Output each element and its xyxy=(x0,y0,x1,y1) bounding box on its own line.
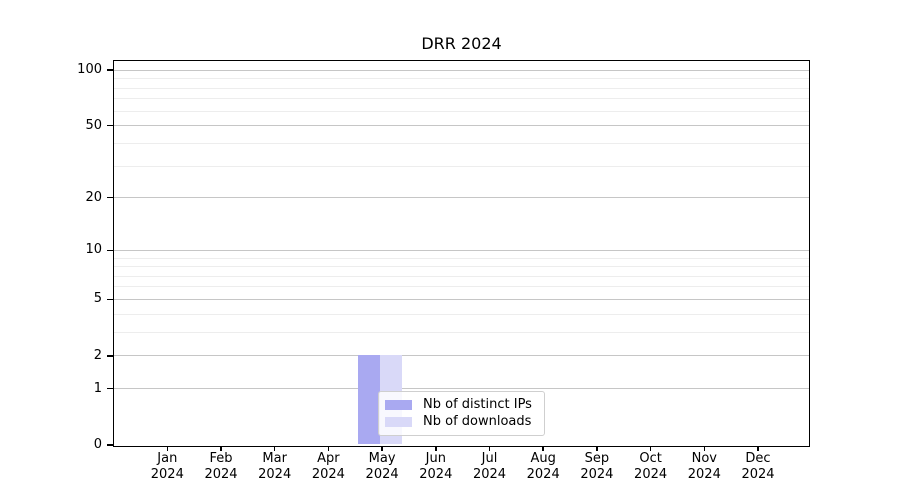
y-tick xyxy=(107,298,113,301)
y-gridline-minor xyxy=(114,257,809,259)
y-tick-label: 100 xyxy=(77,62,102,78)
y-gridline xyxy=(114,298,809,300)
x-tick xyxy=(381,446,383,451)
x-tick-label: Apr 2024 xyxy=(311,451,345,482)
x-tick-label: Feb 2024 xyxy=(204,451,238,482)
x-tick xyxy=(488,446,491,451)
legend-label-distinct-ips: Nb of distinct IPs xyxy=(423,396,532,412)
x-tick-label: Dec 2024 xyxy=(741,451,775,482)
bar-nb-of-distinct-ips xyxy=(358,355,381,445)
y-tick-label: 0 xyxy=(93,437,102,452)
y-tick xyxy=(107,196,113,199)
x-tick xyxy=(703,446,706,451)
y-tick xyxy=(107,387,113,390)
y-gridline xyxy=(114,388,809,390)
y-tick xyxy=(107,69,113,71)
x-tick-label: Nov 2024 xyxy=(687,451,721,482)
x-tick xyxy=(596,446,598,451)
x-tick-label: Mar 2024 xyxy=(258,451,292,482)
y-gridline-minor xyxy=(114,331,809,333)
x-tick xyxy=(273,446,276,451)
legend-label-downloads: Nb of downloads xyxy=(423,414,532,430)
y-tick xyxy=(107,124,113,127)
x-tick xyxy=(435,446,437,451)
y-gridline xyxy=(114,125,809,127)
plot-area xyxy=(113,60,810,447)
legend-item-downloads: Nb of downloads xyxy=(385,414,536,430)
y-gridline-minor xyxy=(114,286,809,288)
y-tick-label: 50 xyxy=(85,117,102,133)
y-gridline-minor xyxy=(114,110,809,112)
x-tick xyxy=(220,446,222,451)
y-tick-label: 20 xyxy=(85,189,102,205)
y-gridline xyxy=(114,249,809,251)
y-gridline-minor xyxy=(114,87,809,89)
y-tick xyxy=(107,444,113,446)
y-gridline-minor xyxy=(114,313,809,315)
x-tick-label: Jun 2024 xyxy=(419,451,453,482)
chart-title: DRR 2024 xyxy=(421,34,502,53)
x-tick-label: Aug 2024 xyxy=(526,451,560,482)
x-tick xyxy=(649,446,652,451)
y-gridline xyxy=(114,69,809,71)
x-tick xyxy=(327,446,330,451)
y-gridline-minor xyxy=(114,266,809,268)
x-tick-label: Jan 2024 xyxy=(150,451,184,482)
y-gridline-minor xyxy=(114,142,809,144)
x-tick xyxy=(757,446,759,451)
legend-swatch-downloads xyxy=(385,417,412,428)
y-gridline-minor xyxy=(114,78,809,80)
x-tick-label: May 2024 xyxy=(365,451,399,482)
y-tick-label: 1 xyxy=(93,380,102,396)
y-gridline-minor xyxy=(114,165,809,167)
y-tick-label: 10 xyxy=(85,242,102,258)
y-gridline-minor xyxy=(114,275,809,277)
y-tick-label: 2 xyxy=(93,347,102,363)
legend: Nb of distinct IPs Nb of downloads xyxy=(378,391,545,436)
x-tick-label: Jul 2024 xyxy=(472,451,507,482)
y-tick xyxy=(107,249,113,251)
x-tick xyxy=(542,446,544,451)
y-gridline xyxy=(114,355,809,357)
legend-item-distinct-ips: Nb of distinct IPs xyxy=(385,397,536,413)
x-tick xyxy=(166,446,169,451)
x-tick-label: Oct 2024 xyxy=(634,451,668,482)
y-gridline-minor xyxy=(114,98,809,100)
y-gridline xyxy=(114,197,809,199)
x-tick-label: Sep 2024 xyxy=(580,451,614,482)
legend-swatch-distinct-ips xyxy=(385,399,412,410)
y-tick-label: 5 xyxy=(93,291,102,307)
y-tick xyxy=(107,355,113,357)
